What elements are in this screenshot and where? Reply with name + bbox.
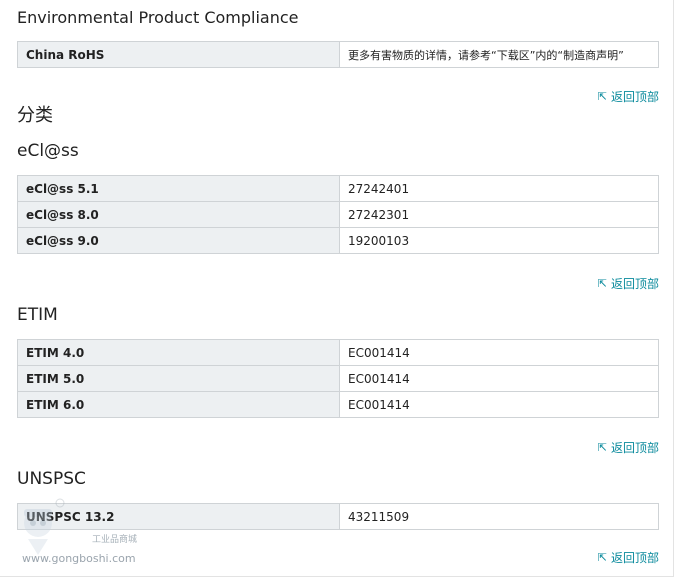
back-to-top-label: 返回顶部 [610, 277, 659, 291]
table-row: ETIM 6.0 EC001414 [17, 391, 659, 418]
arrow-up-left-icon: ⇱ [597, 277, 607, 290]
etim-heading: ETIM [17, 305, 58, 325]
unspsc-value: 43211509 [339, 503, 659, 530]
eclass-key: eCl@ss 8.0 [17, 201, 340, 228]
classification-heading: 分类 [17, 105, 53, 126]
env-compliance-table: China RoHS 更多有害物质的详情，请参考“下载区”内的“制造商声明” [17, 41, 659, 68]
etim-key: ETIM 4.0 [17, 339, 340, 366]
arrow-up-left-icon: ⇱ [597, 90, 607, 103]
eclass-heading: eCl@ss [17, 141, 79, 161]
eclass-value: 27242401 [339, 175, 659, 202]
unspsc-table: UNSPSC 13.2 43211509 [17, 503, 659, 530]
env-compliance-heading: Environmental Product Compliance [17, 8, 299, 27]
etim-table: ETIM 4.0 EC001414 ETIM 5.0 EC001414 ETIM… [17, 339, 659, 418]
etim-value: EC001414 [339, 391, 659, 418]
back-to-top-link[interactable]: ⇱ 返回顶部 [598, 88, 659, 105]
back-to-top-label: 返回顶部 [610, 90, 659, 104]
arrow-up-left-icon: ⇱ [597, 441, 607, 454]
unspsc-key: UNSPSC 13.2 [17, 503, 340, 530]
eclass-value: 27242301 [339, 201, 659, 228]
china-rohs-value: 更多有害物质的详情，请参考“下载区”内的“制造商声明” [339, 41, 659, 68]
arrow-up-left-icon: ⇱ [597, 551, 607, 564]
table-row: eCl@ss 8.0 27242301 [17, 201, 659, 228]
watermark-mascot-icon [24, 498, 65, 555]
table-row: UNSPSC 13.2 43211509 [17, 503, 659, 530]
eclass-value: 19200103 [339, 227, 659, 254]
table-row: eCl@ss 9.0 19200103 [17, 227, 659, 254]
etim-key: ETIM 5.0 [17, 365, 340, 392]
eclass-key: eCl@ss 5.1 [17, 175, 340, 202]
table-row: China RoHS 更多有害物质的详情，请参考“下载区”内的“制造商声明” [17, 41, 659, 68]
watermark-url: www.gongboshi.com [22, 552, 136, 565]
back-to-top-label: 返回顶部 [610, 551, 659, 565]
table-row: eCl@ss 5.1 27242401 [17, 175, 659, 202]
etim-value: EC001414 [339, 339, 659, 366]
back-to-top-label: 返回顶部 [610, 441, 659, 455]
back-to-top-link[interactable]: ⇱ 返回顶部 [598, 549, 659, 566]
etim-key: ETIM 6.0 [17, 391, 340, 418]
eclass-key: eCl@ss 9.0 [17, 227, 340, 254]
eclass-table: eCl@ss 5.1 27242401 eCl@ss 8.0 27242301 … [17, 175, 659, 254]
table-row: ETIM 4.0 EC001414 [17, 339, 659, 366]
table-row: ETIM 5.0 EC001414 [17, 365, 659, 392]
back-to-top-link[interactable]: ⇱ 返回顶部 [598, 275, 659, 292]
back-to-top-link[interactable]: ⇱ 返回顶部 [598, 439, 659, 456]
etim-value: EC001414 [339, 365, 659, 392]
china-rohs-label: China RoHS [17, 41, 340, 68]
watermark-subtitle: 工业品商城 [92, 535, 138, 545]
unspsc-heading: UNSPSC [17, 469, 86, 489]
